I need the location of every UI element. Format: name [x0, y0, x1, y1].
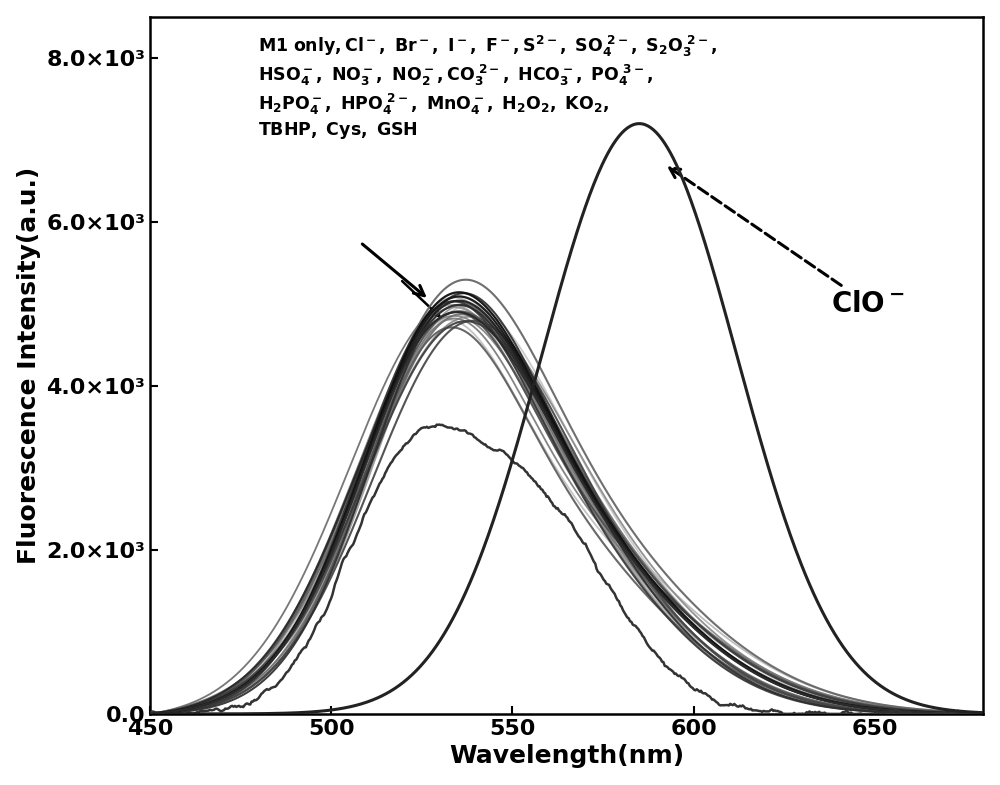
X-axis label: Wavelength(nm): Wavelength(nm): [449, 744, 684, 769]
Text: $\mathbf{ClO^-}$: $\mathbf{ClO^-}$: [670, 168, 905, 318]
Y-axis label: Fluorescence Intensity(a.u.): Fluorescence Intensity(a.u.): [17, 166, 41, 564]
Text: $\mathbf{M1\ only,Cl^-,\ Br^-,\ I^-,\ F^-,S^{2-},\ SO_4^{\ 2-},\ S_2O_3^{\ 2-},}: $\mathbf{M1\ only,Cl^-,\ Br^-,\ I^-,\ F^…: [258, 34, 717, 141]
